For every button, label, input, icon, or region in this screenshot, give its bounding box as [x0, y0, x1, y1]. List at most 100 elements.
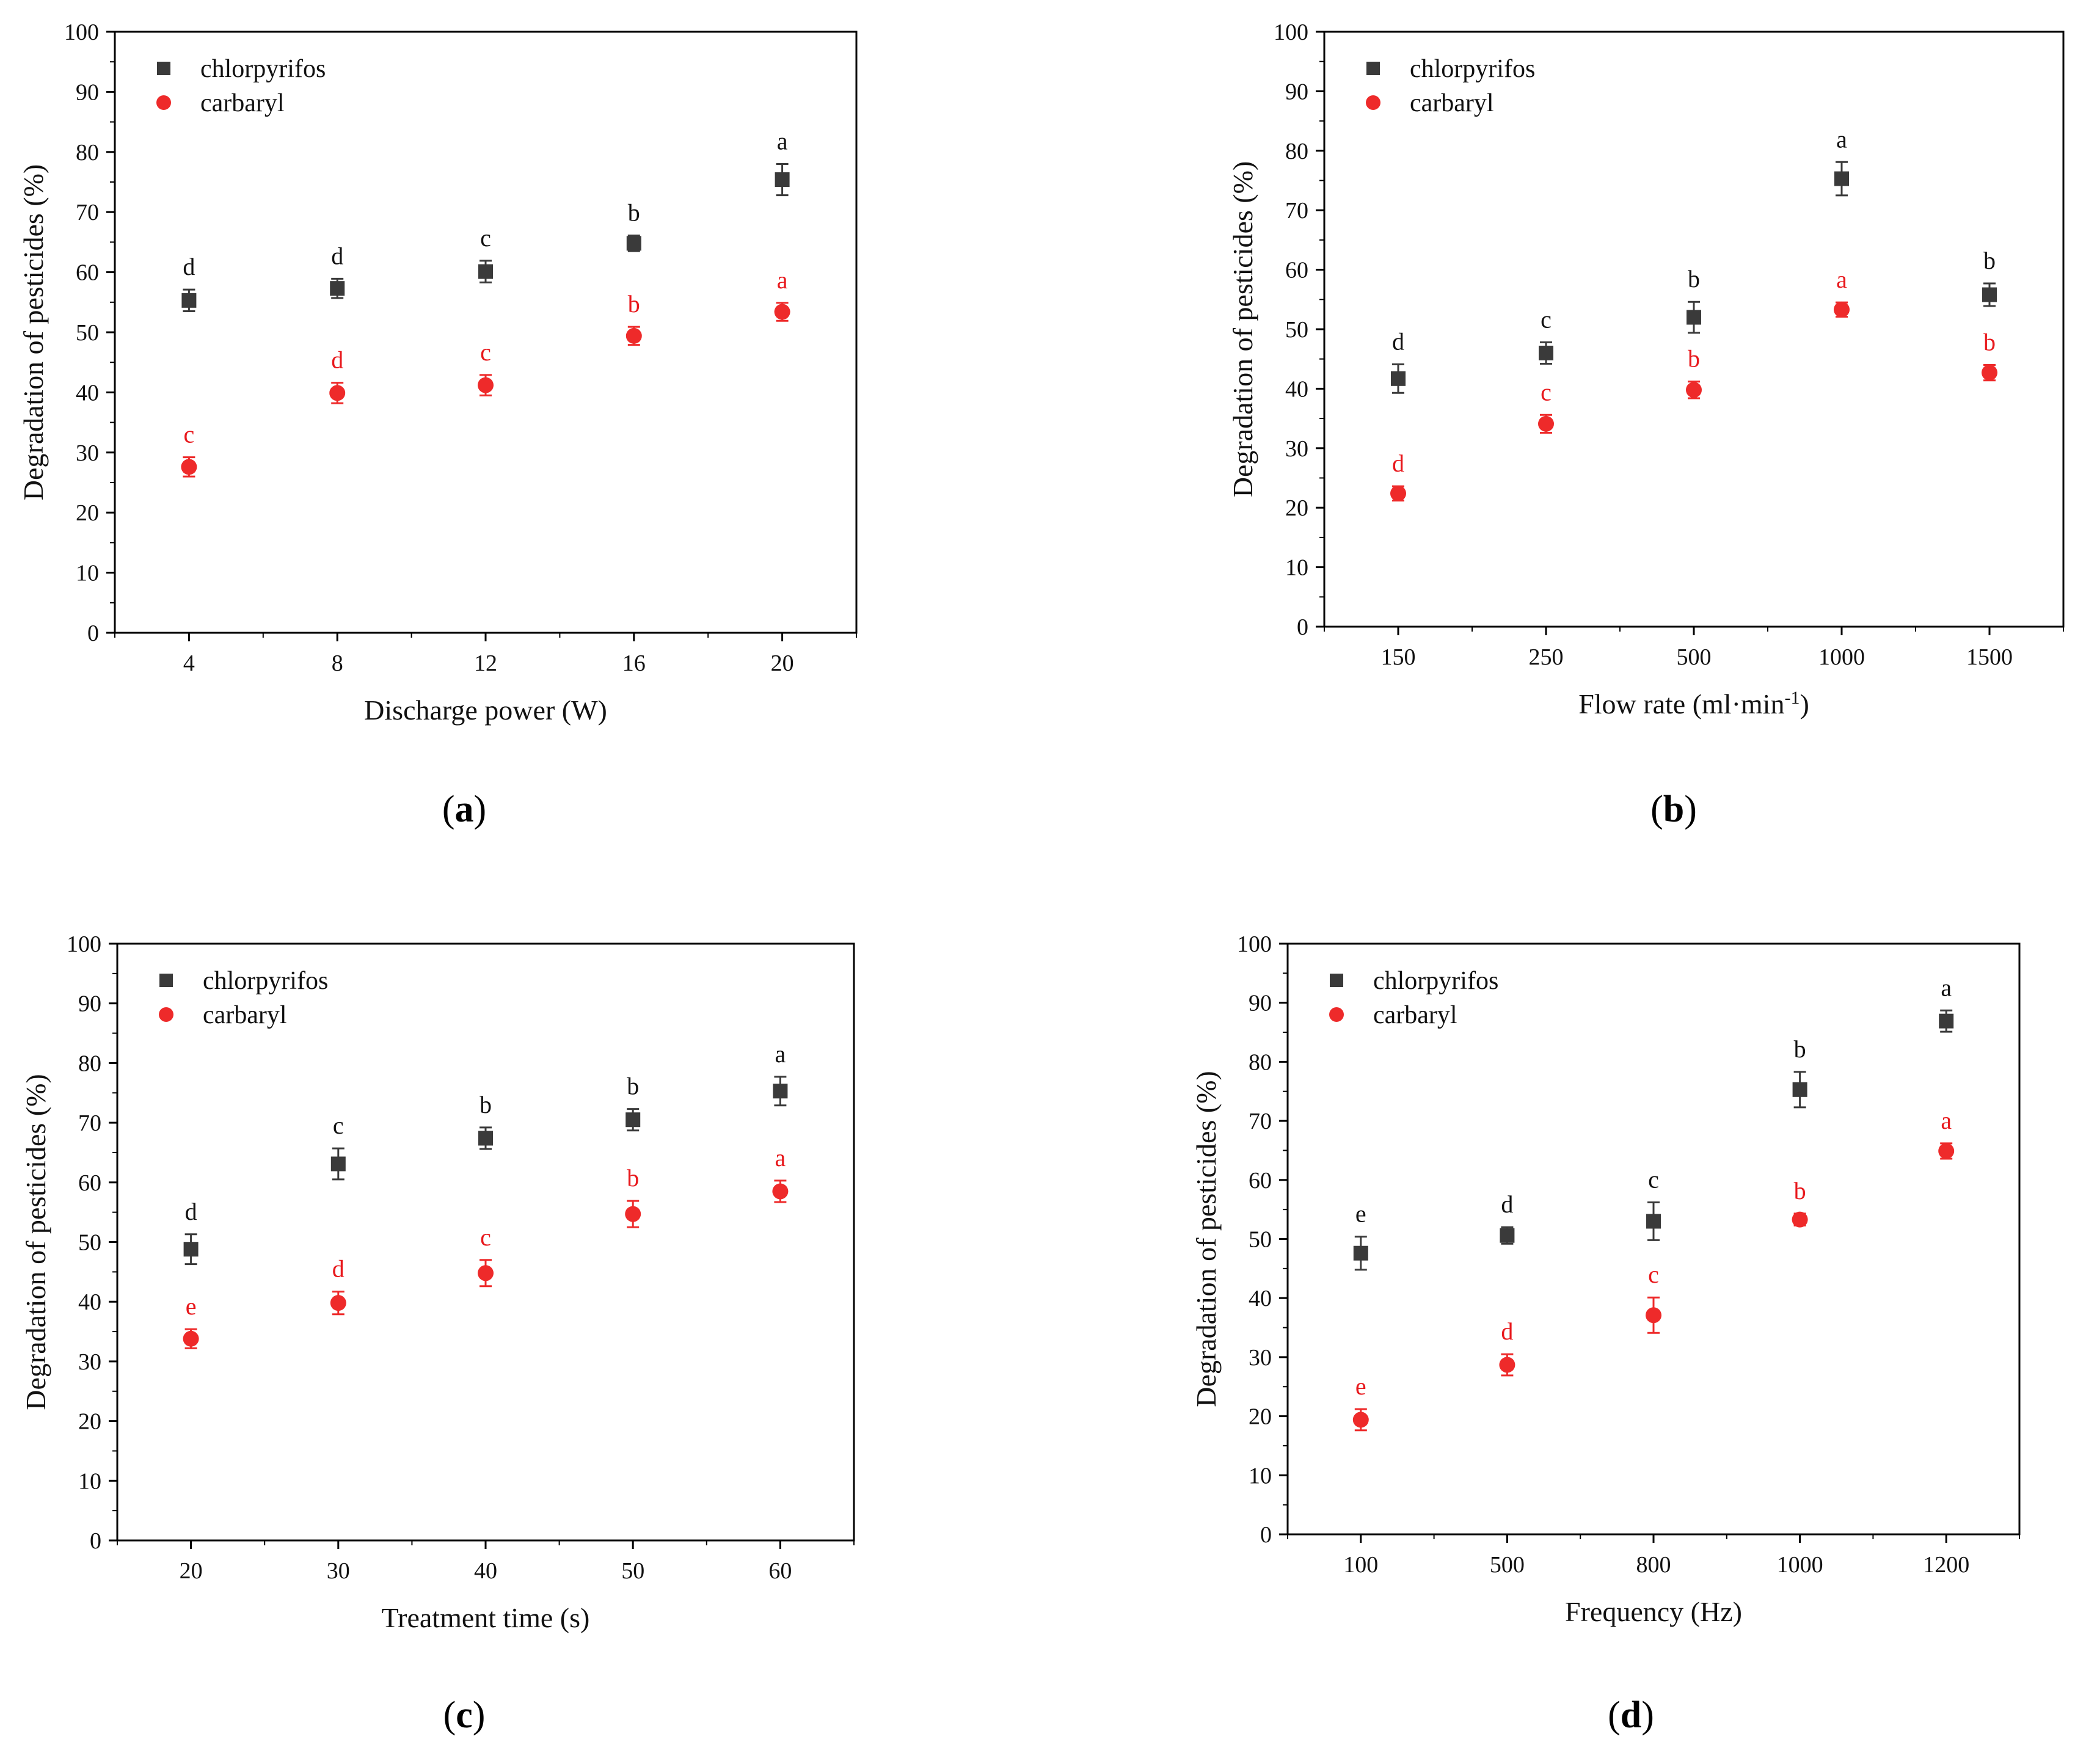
panel-caption: (b): [1650, 789, 1697, 830]
chlorpyrifos-point: [330, 1156, 346, 1172]
x-tick-label: 1500: [1966, 644, 2013, 670]
chlorpyrifos-significance-letter: b: [480, 1091, 492, 1118]
x-axis-title-superscript: -1: [1784, 688, 1800, 708]
legend-label-chlorpyrifos: chlorpyrifos: [203, 967, 328, 995]
x-tick-label: 50: [621, 1558, 644, 1584]
carbaryl-significance-letter: d: [332, 1255, 345, 1283]
x-axis-title: Treatment time (s): [382, 1602, 590, 1633]
chlorpyrifos-significance-letter: a: [1941, 974, 1952, 1001]
chlorpyrifos-significance-letter: a: [775, 1040, 786, 1068]
chlorpyrifos-point: [626, 236, 641, 251]
y-tick-label: 50: [76, 320, 99, 346]
carbaryl-significance-letter: e: [1355, 1372, 1366, 1400]
y-tick-label: 0: [1297, 614, 1308, 640]
y-tick-label: 20: [76, 500, 99, 526]
carbaryl-point: [625, 1206, 641, 1222]
carbaryl-significance-letter: b: [628, 290, 640, 318]
chlorpyrifos-point: [1834, 171, 1849, 186]
chlorpyrifos-point: [1391, 371, 1406, 386]
y-tick-label: 50: [1249, 1227, 1272, 1253]
x-axis-title-main: Flow rate (ml·min: [1578, 688, 1784, 720]
x-tick-label: 4: [183, 651, 195, 676]
carbaryl-significance-letter: d: [1392, 450, 1404, 477]
panel-caption-letter: d: [1621, 1694, 1641, 1736]
y-tick-label: 0: [90, 1528, 101, 1554]
chlorpyrifos-point: [1353, 1245, 1368, 1261]
x-tick-label: 20: [180, 1558, 203, 1584]
panel-caption-letter: b: [1663, 789, 1684, 830]
x-axis-title-tail: ): [1800, 688, 1809, 720]
chlorpyrifos-significance-letter: c: [480, 224, 491, 252]
y-tick-label: 30: [1249, 1345, 1272, 1371]
chlorpyrifos-point: [1939, 1013, 1954, 1029]
y-axis-title: Degradation of pesticides (%): [1191, 1071, 1222, 1407]
y-tick-label: 10: [76, 561, 99, 586]
panel-a: 0 10 20 30 40 50 60 70 80 90 100 4 8 12 16 20 Degradatio…: [18, 20, 858, 830]
panel-c: 0 10 20 30 40 50 60 70 80 90 100 20 30 40 50 60 Degradat…: [20, 931, 855, 1736]
chlorpyrifos-significance-letter: d: [1501, 1190, 1513, 1218]
chlorpyrifos-point: [183, 1242, 199, 1257]
x-axis-title: Discharge power (W): [364, 694, 607, 726]
y-tick-label: 80: [1285, 139, 1308, 164]
chlorpyrifos-significance-letter: c: [1648, 1166, 1659, 1194]
plot-frame: [114, 31, 858, 634]
carbaryl-significance-letter: b: [1794, 1177, 1806, 1205]
carbaryl-significance-letter: b: [1983, 328, 1996, 355]
chlorpyrifos-point: [625, 1112, 641, 1128]
chlorpyrifos-significance-letter: a: [1836, 125, 1847, 153]
x-tick-label: 12: [474, 651, 497, 676]
chlorpyrifos-significance-letter: c: [1541, 305, 1552, 333]
legend-circle-marker: [156, 95, 171, 110]
y-tick-label: 90: [1249, 991, 1272, 1016]
carbaryl-significance-letter: a: [777, 266, 788, 294]
chlorpyrifos-significance-letter: d: [331, 242, 343, 269]
carbaryl-point: [1982, 365, 1997, 381]
carbaryl-point: [1538, 415, 1554, 432]
panel-caption-letter: c: [456, 1694, 473, 1736]
carbaryl-point: [774, 304, 790, 320]
y-axis-title: Degradation of pesticides (%): [1227, 161, 1258, 498]
x-tick-label: 30: [327, 1558, 350, 1584]
y-tick-label: 100: [67, 931, 101, 957]
x-tick-label: 40: [474, 1558, 497, 1584]
x-tick-label: 150: [1381, 644, 1416, 670]
chlorpyrifos-significance-letter: c: [333, 1112, 344, 1139]
x-tick-label: 1200: [1923, 1552, 1969, 1578]
carbaryl-significance-letter: a: [1836, 266, 1847, 293]
y-tick-label: 60: [1285, 258, 1308, 283]
chlorpyrifos-significance-letter: b: [1983, 247, 1996, 274]
carbaryl-point: [1390, 485, 1406, 501]
x-tick-label: 16: [622, 651, 646, 676]
y-tick-label: 70: [76, 200, 99, 225]
y-tick-label: 40: [1285, 376, 1308, 402]
chlorpyrifos-point: [1792, 1082, 1807, 1097]
legend-circle-marker: [1329, 1007, 1344, 1022]
y-axis-title: Degradation of pesticides (%): [18, 164, 49, 501]
y-tick-label: 80: [1249, 1049, 1272, 1075]
carbaryl-point: [478, 1265, 494, 1281]
legend-label-chlorpyrifos: chlorpyrifos: [1373, 967, 1498, 995]
chlorpyrifos-point: [478, 1131, 493, 1146]
chlorpyrifos-point: [330, 281, 345, 296]
chlorpyrifos-point: [1982, 287, 1997, 302]
x-tick-label: 1000: [1777, 1552, 1823, 1578]
y-tick-label: 70: [1285, 198, 1308, 224]
carbaryl-significance-letter: b: [1688, 345, 1700, 373]
legend-square-marker: [159, 974, 173, 987]
carbaryl-point: [1938, 1143, 1955, 1159]
chlorpyrifos-significance-letter: d: [183, 253, 195, 280]
carbaryl-significance-letter: c: [480, 338, 491, 366]
carbaryl-point: [772, 1183, 789, 1200]
y-tick-label: 60: [1249, 1168, 1272, 1194]
y-tick-label: 10: [78, 1468, 101, 1494]
chlorpyrifos-point: [1500, 1228, 1515, 1243]
carbaryl-point: [1792, 1211, 1808, 1228]
y-tick-label: 90: [78, 991, 101, 1017]
carbaryl-significance-letter: e: [186, 1292, 197, 1320]
carbaryl-significance-letter: b: [627, 1164, 639, 1192]
y-tick-label: 70: [1249, 1109, 1272, 1134]
carbaryl-point: [1834, 301, 1850, 318]
chlorpyrifos-significance-letter: d: [185, 1198, 197, 1225]
legend-circle-marker: [159, 1007, 173, 1022]
y-axis-title: Degradation of pesticides (%): [20, 1074, 51, 1410]
